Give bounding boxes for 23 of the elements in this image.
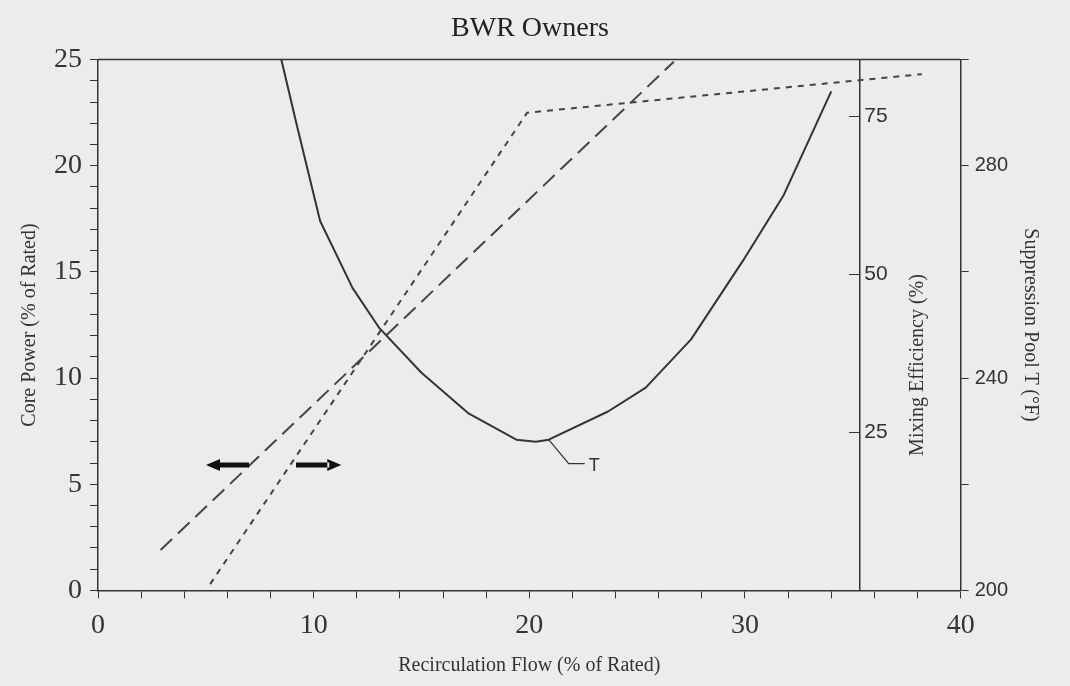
y3-tick-label: 240 (974, 365, 1009, 388)
x-tick-label: 10 (299, 607, 328, 639)
y-tick-label: 0 (68, 572, 82, 604)
y-tick-label: 5 (68, 466, 82, 498)
x-tick-label: 20 (515, 607, 544, 639)
y2-tick-label: 25 (864, 419, 888, 443)
y-tick-label: 25 (54, 41, 82, 73)
y-tick-label: 10 (54, 360, 82, 392)
x-tick-label: 0 (91, 607, 105, 639)
y2-tick-label: 75 (864, 103, 888, 127)
y2-axis-title: Mixing Efficiency (%) (904, 274, 928, 456)
x-tick-label: 30 (730, 607, 759, 639)
x-tick-label: 40 (946, 607, 975, 639)
y3-tick-label: 200 (974, 577, 1009, 600)
y-tick-label: 15 (54, 254, 82, 286)
series-label: T (588, 454, 600, 475)
y3-tick-label: 280 (974, 153, 1009, 176)
chart-title: BWR Owners (451, 11, 609, 43)
y3-axis-title: Suppression Pool T (°F) (1019, 228, 1043, 422)
y2-tick-label: 50 (864, 261, 888, 285)
y-tick-label: 20 (54, 148, 82, 180)
x-axis-title: Recirculation Flow (% of Rated) (398, 653, 661, 677)
y-axis-title: Core Power (% of Rated) (17, 223, 41, 427)
